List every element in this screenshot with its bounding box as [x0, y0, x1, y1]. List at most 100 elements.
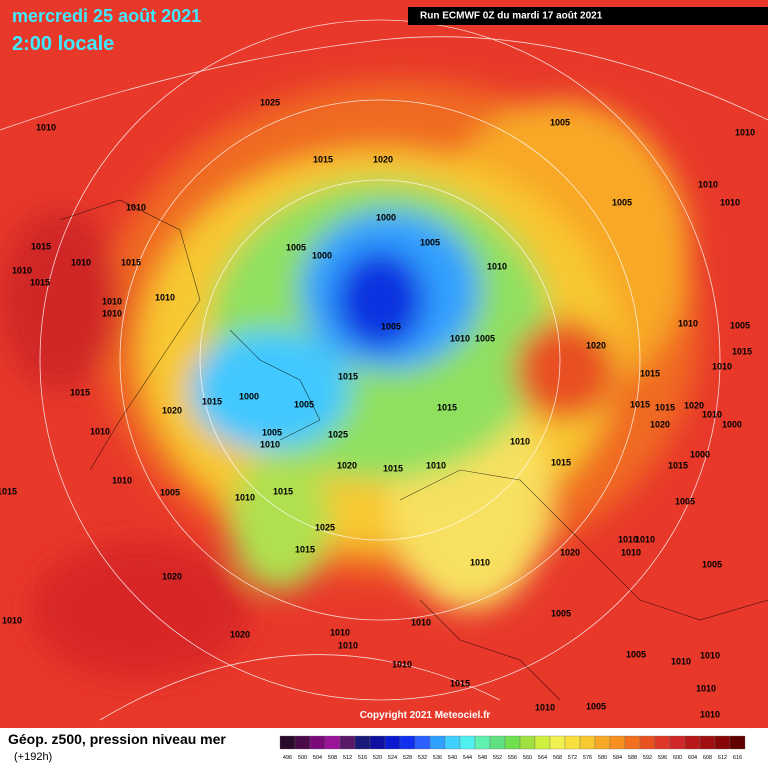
isobar-label: 1010	[12, 265, 32, 275]
colorbar-label: 524	[388, 755, 397, 761]
isobar-label: 1010	[618, 534, 638, 544]
colorbar-label: 572	[568, 755, 577, 761]
colorbar: 496 500 504 508 512 516 520 524 528 532 536 540 544 5…	[279, 735, 746, 761]
colorbar-swatch	[729, 735, 746, 750]
isobar-label: 1010	[700, 650, 720, 660]
isobar-label: 1010	[712, 361, 732, 371]
isobar-label: 1015	[732, 346, 752, 356]
colorbar-label: 544	[463, 755, 472, 761]
isobar-label: 1005	[586, 701, 606, 711]
isobar-label: 1005	[551, 608, 571, 618]
colorbar-swatch	[594, 735, 611, 750]
isobar-label: 1015	[121, 257, 141, 267]
isobar-label: 1015	[383, 463, 403, 473]
colorbar-label: 528	[403, 755, 412, 761]
isobar-label: 1005	[262, 427, 282, 437]
isobar-label: 1010	[260, 439, 280, 449]
isobar-label: 1010	[450, 333, 470, 343]
copyright: Copyright 2021 Meteociel.fr	[360, 710, 491, 721]
colorbar-label: 504	[313, 755, 322, 761]
isobar-label: 1010	[338, 640, 358, 650]
colorbar-swatch	[429, 735, 446, 750]
isobar-label: 1010	[36, 122, 56, 132]
isobar-label: 1010	[621, 547, 641, 557]
isobar-label: 1015	[70, 387, 90, 397]
colorbar-swatch	[654, 735, 671, 750]
isobar-label: 1015	[640, 368, 660, 378]
isobar-label: 1020	[586, 340, 606, 350]
isobar-label: 1005	[550, 117, 570, 127]
colorbar-label: 608	[703, 755, 712, 761]
isobar-label: 1010	[71, 257, 91, 267]
colorbar-swatch	[474, 735, 491, 750]
isobar-label: 1015	[551, 457, 571, 467]
isobar-label: 1010	[470, 557, 490, 567]
isobar-label: 1020	[162, 405, 182, 415]
isobar-label: 1020	[684, 400, 704, 410]
colorbar-swatch	[504, 735, 521, 750]
isobar-label: 1015	[313, 154, 333, 164]
colorbar-label: 564	[538, 755, 547, 761]
isobar-label: 1020	[560, 547, 580, 557]
colorbar-label: 600	[673, 755, 682, 761]
isobar-label: 1015	[273, 486, 293, 496]
isobar-label: 1010	[112, 475, 132, 485]
colorbar-swatch	[549, 735, 566, 750]
colorbar-swatch	[414, 735, 431, 750]
footer-title: Géop. z500, pression niveau mer	[8, 731, 226, 747]
isobar-label: 1010	[102, 296, 122, 306]
colorbar-label: 548	[478, 755, 487, 761]
isobar-label: 1015	[630, 399, 650, 409]
colorbar-label: 612	[718, 755, 727, 761]
colorbar-swatch	[294, 735, 311, 750]
colorbar-label: 596	[658, 755, 667, 761]
isobar-label: 1000	[690, 449, 710, 459]
colorbar-swatch	[609, 735, 626, 750]
run-banner	[408, 7, 768, 25]
isobar-label: 1005	[626, 649, 646, 659]
isobar-label: 1010	[702, 409, 722, 419]
isobar-label: 1020	[373, 154, 393, 164]
colorbar-label: 516	[358, 755, 367, 761]
isobar-label: 1010	[90, 426, 110, 436]
colorbar-swatch	[699, 735, 716, 750]
colorbar-label: 556	[508, 755, 517, 761]
colorbar-label: 532	[418, 755, 427, 761]
isobar-label: 1015	[295, 544, 315, 554]
isobar-label: 1005	[381, 321, 401, 331]
colorbar-swatch	[714, 735, 731, 750]
isobar-label: 1010	[426, 460, 446, 470]
colorbar-label: 604	[688, 755, 697, 761]
colorbar-swatch	[384, 735, 401, 750]
isobar-label: 1010	[700, 709, 720, 719]
isobar-label: 1015	[338, 371, 358, 381]
isobar-label: 1010	[696, 683, 716, 693]
isobar-label: 1020	[162, 571, 182, 581]
colorbar-swatch	[519, 735, 536, 750]
colorbar-label: 588	[628, 755, 637, 761]
colorbar-label: 560	[523, 755, 532, 761]
isobar-label: 1010	[2, 615, 22, 625]
colorbar-label: 576	[583, 755, 592, 761]
colorbar-swatch	[444, 735, 461, 750]
colorbar-label: 552	[493, 755, 502, 761]
isobar-label: 1005	[286, 242, 306, 252]
isobar-label: 1000	[722, 419, 742, 429]
colorbar-label: 580	[598, 755, 607, 761]
colorbar-label: 592	[643, 755, 652, 761]
colorbar-swatch	[399, 735, 416, 750]
colorbar-swatch	[309, 735, 326, 750]
isobar-label: 1010	[487, 261, 507, 271]
colorbar-label: 496	[283, 755, 292, 761]
colorbar-swatch	[579, 735, 596, 750]
isobar-label: 1015	[450, 678, 470, 688]
lead-time: (+192h)	[14, 751, 52, 763]
isobar-label: 1005	[730, 320, 750, 330]
colorbar-label: 584	[613, 755, 622, 761]
isobar-label: 1010	[671, 656, 691, 666]
time: 2:00 locale	[12, 33, 114, 55]
isobar-label: 1015	[0, 486, 17, 496]
colorbar-label: 512	[343, 755, 352, 761]
isobar-label: 1010	[535, 702, 555, 712]
